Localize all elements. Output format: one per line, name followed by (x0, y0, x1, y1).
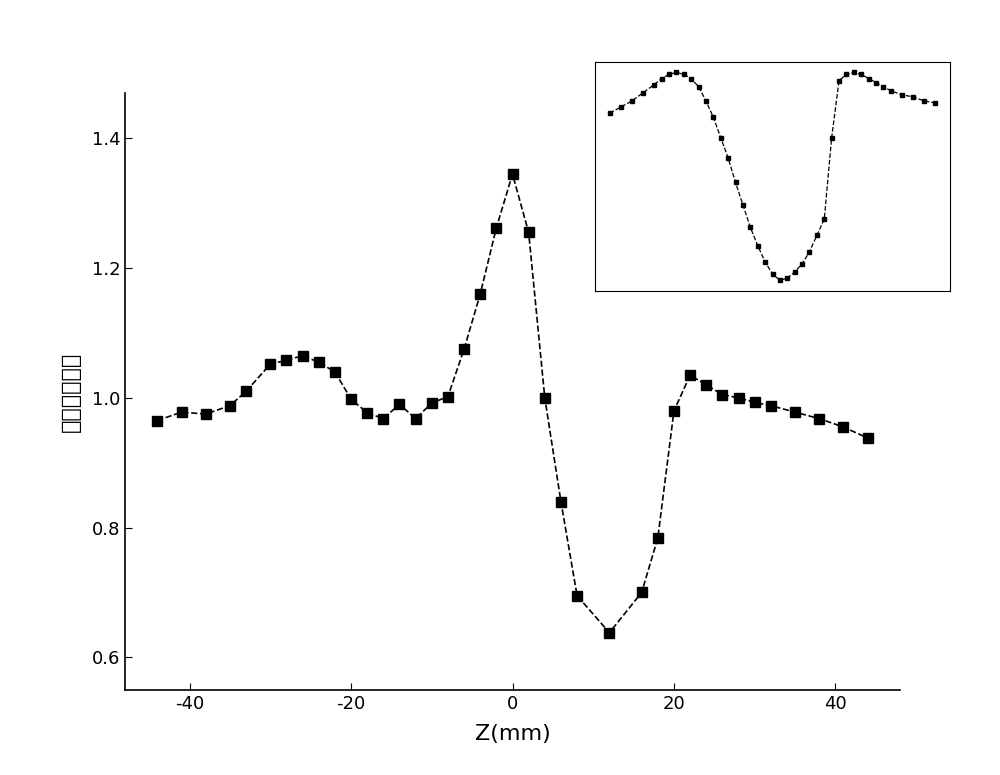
Y-axis label: 归一化透过率: 归一化透过率 (60, 351, 80, 432)
X-axis label: Z(mm): Z(mm) (475, 724, 550, 744)
